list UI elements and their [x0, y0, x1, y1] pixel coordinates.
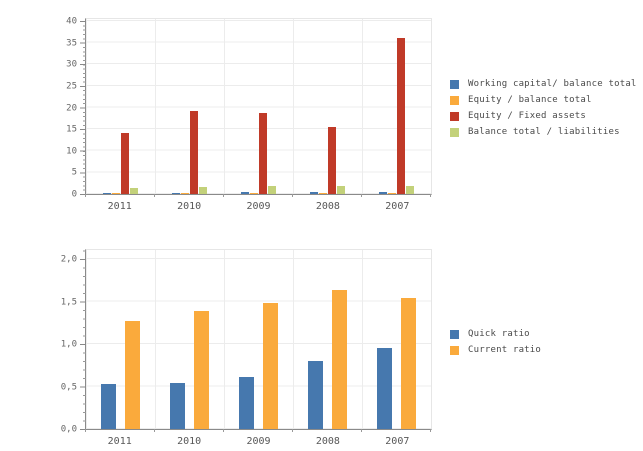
y-tick-label: 35: [66, 38, 77, 49]
bar-group: [362, 250, 431, 429]
bar-equity-balance-total: [388, 193, 396, 194]
bar-current-ratio: [401, 298, 416, 429]
bar-group: [86, 19, 155, 194]
legend-swatch-icon: [450, 79, 459, 89]
bar-quick-ratio: [377, 348, 392, 429]
ratios-bar-chart: 0 5 10 15 20 25 30 35 40 2011 2010 2009 2008 2007 Wo…: [66, 17, 636, 212]
legend-label: Working capital/ balance total: [468, 79, 637, 89]
bar-balance-total-liabilities: [130, 187, 138, 194]
x-axis-year-label: 2011: [107, 201, 132, 212]
bar-balance-total-liabilities: [268, 186, 276, 194]
y-axis-tick-labels: 0,0 0,5 1,0 1,5 2,0: [51, 249, 77, 434]
bar-equity-balance-total: [181, 193, 189, 194]
bar-group: [293, 19, 362, 194]
y-tick-label: 40: [66, 16, 77, 27]
y-tick-label: 0: [71, 189, 77, 200]
bar-current-ratio: [125, 321, 140, 429]
x-axis-year-label: 2009: [246, 201, 271, 212]
legend-label: Equity / balance total: [468, 95, 592, 105]
legend-swatch-icon: [450, 111, 459, 121]
bar-equity-balance-total: [250, 193, 258, 194]
y-tick-label: 20: [66, 103, 77, 113]
bar-group: [362, 19, 431, 194]
y-tick-label: 2,0: [60, 254, 77, 265]
bar-groups: [86, 250, 431, 429]
y-tick-label: 10: [66, 146, 77, 157]
bar-equity-fixed-assets: [259, 112, 267, 194]
bar-working-capital-balance-total: [103, 193, 111, 194]
y-tick-label: 1,5: [60, 297, 77, 307]
y-axis-tick-labels: 0 5 10 15 20 25 30 35 40: [51, 16, 77, 199]
y-tick-label: 5: [71, 167, 77, 178]
x-axis-year-label: 2007: [385, 201, 410, 212]
x-axis-labels: 2011 2010 2009 2008 2007: [85, 436, 432, 447]
liquidity-bar-chart: 0,0 0,5 1,0 1,5 2,0 2011 2010 2009 2008 2007 Qui…: [61, 249, 541, 447]
bar-group: [293, 250, 362, 429]
bar-quick-ratio: [308, 361, 323, 429]
x-axis-ticks: [85, 194, 432, 197]
bar-working-capital-balance-total: [379, 192, 387, 194]
bar-equity-fixed-assets: [121, 132, 129, 194]
lower-plot-area: [80, 249, 432, 432]
y-axis-major-ticks: [80, 250, 86, 430]
bar-working-capital-balance-total: [310, 192, 318, 194]
upper-legend: Working capital/ balance total Equity / b…: [450, 76, 637, 140]
legend-label: Current ratio: [468, 345, 542, 355]
bar-groups: [86, 19, 431, 194]
y-axis-major-ticks: [80, 19, 86, 195]
y-tick-label: 0,5: [60, 382, 77, 392]
bar-balance-total-liabilities: [199, 187, 207, 194]
y-tick-label: 25: [66, 81, 77, 92]
bar-equity-balance-total: [112, 193, 120, 194]
legend-item: Current ratio: [450, 342, 541, 358]
legend-item: Working capital/ balance total: [450, 76, 637, 92]
x-axis-year-label: 2008: [315, 201, 340, 212]
bar-quick-ratio: [239, 377, 254, 429]
y-tick-label: 15: [66, 124, 77, 135]
legend-item: Equity / Fixed assets: [450, 108, 637, 124]
upper-plot-area: [80, 18, 432, 197]
bar-balance-total-liabilities: [337, 186, 345, 194]
bar-working-capital-balance-total: [172, 193, 180, 194]
bar-equity-fixed-assets: [190, 111, 198, 194]
bar-current-ratio: [263, 303, 278, 429]
legend-item: Equity / balance total: [450, 92, 637, 108]
legend-swatch-icon: [450, 329, 459, 339]
x-axis-year-label: 2011: [107, 436, 132, 447]
bar-group: [224, 19, 293, 194]
y-tick-label: 1,0: [60, 339, 77, 350]
bar-group: [224, 250, 293, 429]
x-axis-year-label: 2010: [177, 436, 202, 447]
bar-group: [155, 19, 224, 194]
x-axis-year-label: 2009: [246, 436, 271, 447]
legend-swatch-icon: [450, 127, 459, 137]
lower-legend: Quick ratio Current ratio: [450, 326, 541, 358]
legend-swatch-icon: [450, 345, 459, 355]
bar-equity-fixed-assets: [328, 126, 336, 194]
bar-quick-ratio: [101, 383, 116, 429]
y-tick-label: 30: [66, 59, 77, 70]
x-axis-year-label: 2007: [385, 436, 410, 447]
bar-group: [155, 250, 224, 429]
legend-label: Equity / Fixed assets: [468, 111, 586, 121]
bar-current-ratio: [194, 310, 209, 429]
bar-quick-ratio: [170, 383, 185, 429]
legend-item: Balance total / liabilities: [450, 124, 637, 140]
x-axis-ticks: [85, 429, 432, 432]
bar-equity-balance-total: [319, 193, 327, 194]
bar-working-capital-balance-total: [241, 192, 249, 194]
legend-item: Quick ratio: [450, 326, 541, 342]
legend-label: Balance total / liabilities: [468, 127, 620, 137]
x-axis-year-label: 2008: [315, 436, 340, 447]
bar-equity-fixed-assets: [397, 38, 405, 194]
x-axis-labels: 2011 2010 2009 2008 2007: [85, 201, 432, 212]
x-axis-year-label: 2010: [177, 201, 202, 212]
legend-label: Quick ratio: [468, 329, 530, 339]
legend-swatch-icon: [450, 95, 459, 105]
y-tick-label: 0,0: [60, 424, 77, 435]
bar-group: [86, 250, 155, 429]
bar-current-ratio: [332, 289, 347, 429]
bar-balance-total-liabilities: [406, 186, 414, 194]
